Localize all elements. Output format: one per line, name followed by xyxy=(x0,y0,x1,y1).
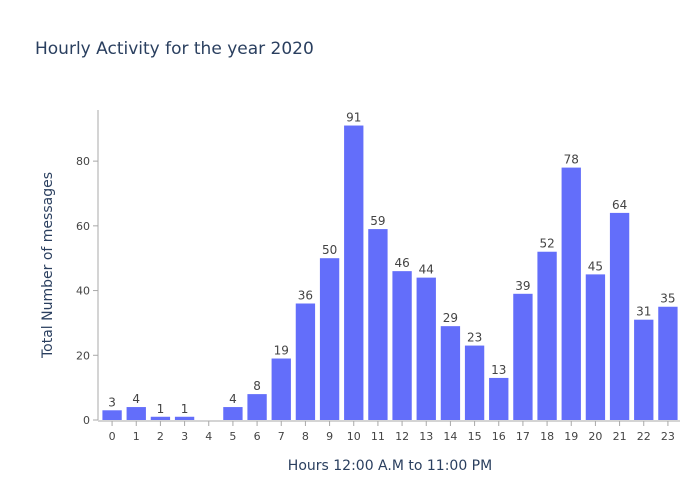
x-tick-label-6: 6 xyxy=(254,430,261,443)
bar-label-23: 35 xyxy=(660,292,675,306)
bar-22[interactable] xyxy=(634,319,654,420)
bar-label-16: 13 xyxy=(491,363,506,377)
y-tick-label-1: 20 xyxy=(76,349,90,362)
x-tick-label-5: 5 xyxy=(229,430,236,443)
bar-0[interactable] xyxy=(102,410,122,420)
y-tick-label-2: 40 xyxy=(76,285,90,298)
x-tick-label-1: 1 xyxy=(133,430,140,443)
bar-2[interactable] xyxy=(150,416,171,420)
x-tick-label-9: 9 xyxy=(326,430,333,443)
bar-label-17: 39 xyxy=(515,279,530,293)
bar-11[interactable] xyxy=(368,229,388,420)
bar-6[interactable] xyxy=(247,394,267,420)
x-axis-ticks: 0 1 2 3 4 5 6 7 8 9 10 11 12 13 14 15 16 17 18 19 20 21 22 23 xyxy=(109,421,675,443)
bar-5[interactable] xyxy=(223,407,243,420)
bar-label-7: 19 xyxy=(274,344,289,358)
x-tick-label-23: 23 xyxy=(661,430,675,443)
bar-7[interactable] xyxy=(271,358,291,420)
x-tick-label-16: 16 xyxy=(492,430,506,443)
bars xyxy=(102,125,678,421)
x-tick-label-3: 3 xyxy=(181,430,188,443)
bar-label-11: 59 xyxy=(370,214,385,228)
x-tick-label-8: 8 xyxy=(302,430,309,443)
bar-1[interactable] xyxy=(126,407,146,420)
y-axis-ticks: 0 20 40 60 80 xyxy=(76,155,98,427)
bar-label-15: 23 xyxy=(467,331,482,345)
x-tick-label-0: 0 xyxy=(109,430,116,443)
bar-3[interactable] xyxy=(174,416,195,420)
x-tick-label-10: 10 xyxy=(347,430,361,443)
bar-label-21: 64 xyxy=(612,198,627,212)
x-tick-label-22: 22 xyxy=(637,430,651,443)
y-axis-title: Total Number of messages xyxy=(40,172,56,359)
bar-label-3: 1 xyxy=(181,402,189,416)
bar-label-22: 31 xyxy=(636,305,651,319)
x-tick-label-20: 20 xyxy=(588,430,602,443)
bar-20[interactable] xyxy=(585,274,606,420)
bar-label-19: 78 xyxy=(564,153,579,167)
bar-8[interactable] xyxy=(295,303,316,420)
x-tick-label-7: 7 xyxy=(278,430,285,443)
bar-value-labels: 3 4 1 1 4 8 19 36 50 91 59 46 44 29 23 13 39 52 78 45 64 31 35 xyxy=(108,111,675,416)
bar-18[interactable] xyxy=(537,251,557,420)
x-tick-label-2: 2 xyxy=(157,430,164,443)
y-tick-label-3: 60 xyxy=(76,220,90,233)
bar-16[interactable] xyxy=(489,377,509,420)
bar-label-5: 4 xyxy=(229,392,237,406)
bar-label-2: 1 xyxy=(157,402,165,416)
x-tick-label-4: 4 xyxy=(205,430,212,443)
bar-label-14: 29 xyxy=(443,311,458,325)
bar-label-9: 50 xyxy=(322,243,337,257)
x-tick-label-21: 21 xyxy=(613,430,627,443)
x-tick-label-18: 18 xyxy=(540,430,554,443)
bar-label-6: 8 xyxy=(253,379,261,393)
x-tick-label-12: 12 xyxy=(395,430,409,443)
bar-label-8: 36 xyxy=(298,289,313,303)
x-tick-label-14: 14 xyxy=(443,430,457,443)
x-tick-label-11: 11 xyxy=(371,430,385,443)
x-tick-label-15: 15 xyxy=(468,430,482,443)
x-tick-label-17: 17 xyxy=(516,430,530,443)
bar-23[interactable] xyxy=(658,306,678,420)
bar-label-0: 3 xyxy=(108,395,116,409)
bar-9[interactable] xyxy=(319,258,340,420)
x-tick-label-19: 19 xyxy=(564,430,578,443)
bar-label-10: 91 xyxy=(346,111,361,125)
bar-label-13: 44 xyxy=(419,263,434,277)
bar-12[interactable] xyxy=(392,271,412,420)
bar-13[interactable] xyxy=(416,277,436,420)
y-tick-label-0: 0 xyxy=(83,414,90,427)
x-axis-title: Hours 12:00 A.M to 11:00 PM xyxy=(288,458,492,474)
bar-19[interactable] xyxy=(561,167,581,420)
bar-15[interactable] xyxy=(464,345,485,420)
bar-label-18: 52 xyxy=(539,237,554,251)
bar-label-12: 46 xyxy=(394,256,409,270)
bar-10[interactable] xyxy=(344,125,364,421)
bar-14[interactable] xyxy=(440,326,461,420)
bar-label-1: 4 xyxy=(132,392,140,406)
chart-title: Hourly Activity for the year 2020 xyxy=(35,39,314,59)
bar-label-20: 45 xyxy=(588,259,603,273)
y-tick-label-4: 80 xyxy=(76,155,90,168)
x-tick-label-13: 13 xyxy=(419,430,433,443)
bar-21[interactable] xyxy=(609,212,630,420)
bar-17[interactable] xyxy=(513,293,533,420)
